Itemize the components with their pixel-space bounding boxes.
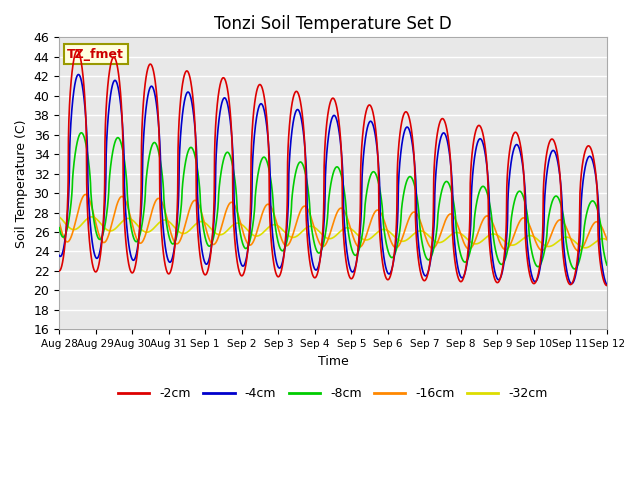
- Title: Tonzi Soil Temperature Set D: Tonzi Soil Temperature Set D: [214, 15, 452, 33]
- X-axis label: Time: Time: [317, 355, 348, 368]
- Text: TZ_fmet: TZ_fmet: [67, 48, 124, 60]
- Y-axis label: Soil Temperature (C): Soil Temperature (C): [15, 119, 28, 248]
- Legend: -2cm, -4cm, -8cm, -16cm, -32cm: -2cm, -4cm, -8cm, -16cm, -32cm: [113, 382, 553, 405]
